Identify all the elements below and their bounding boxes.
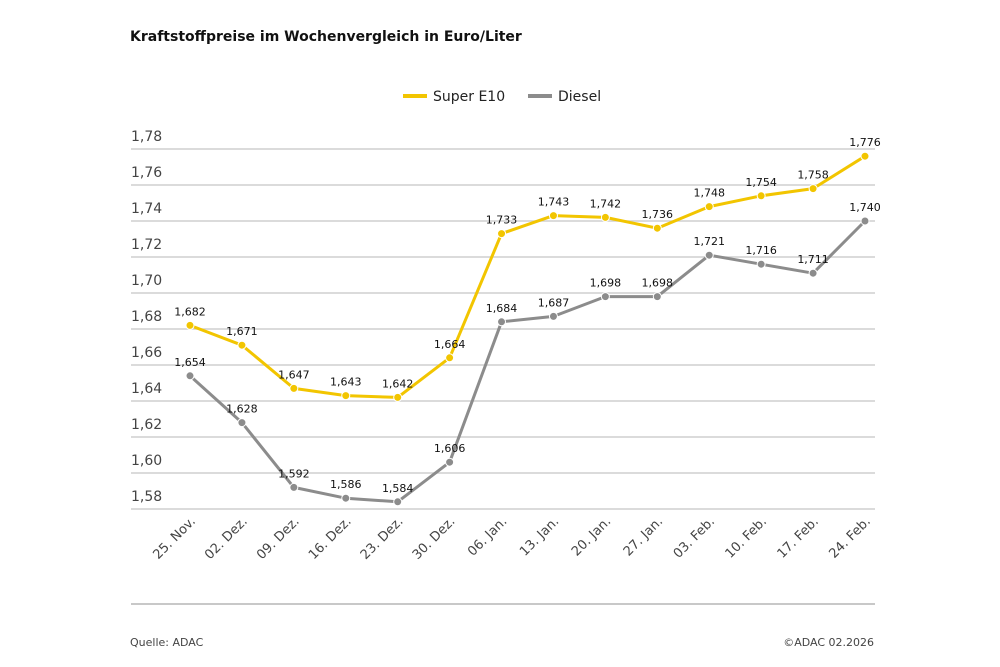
x-tick-label: 17. Feb. [775,514,822,561]
data-point [393,497,403,507]
data-label: 1,664 [434,338,466,351]
data-label: 1,776 [849,136,881,149]
x-tick-label: 27. Jan. [621,514,666,559]
x-tick-label: 30. Dez. [410,514,459,563]
legend-label: Diesel [558,89,601,105]
data-point [445,353,455,363]
data-point [860,216,870,226]
x-tick-label: 23. Dez. [358,514,407,563]
data-point [548,211,558,221]
data-point [497,229,507,239]
data-point [600,292,610,302]
data-label: 1,654 [174,356,206,369]
data-label: 1,642 [382,377,414,390]
data-label: 1,584 [382,482,414,495]
data-label: 1,606 [434,442,466,455]
data-label: 1,740 [849,201,881,214]
y-tick-label: 1,72 [131,237,162,253]
x-tick-label: 25. Nov. [151,514,199,562]
series-line-diesel [188,219,867,504]
x-tick-label: 20. Jan. [569,514,614,559]
data-label: 1,628 [226,403,258,416]
y-tick-label: 1,60 [131,453,162,469]
legend-label: Super E10 [433,89,505,105]
x-tick-label: 24. Feb. [826,514,873,561]
x-tick-label: 03. Feb. [671,514,718,561]
y-tick-label: 1,74 [131,201,162,217]
y-tick-label: 1,58 [131,489,162,505]
data-label: 1,586 [330,478,362,491]
data-label: 1,698 [642,277,674,290]
data-label: 1,736 [642,208,674,221]
y-tick-label: 1,68 [131,309,162,325]
data-point [600,212,610,222]
data-label: 1,733 [486,214,518,227]
data-point [341,391,351,401]
data-point [393,392,403,402]
data-point [289,482,299,492]
data-label: 1,671 [226,325,258,338]
data-label: 1,592 [278,467,310,480]
x-tick-label: 09. Dez. [254,514,303,563]
data-label: 1,647 [278,368,310,381]
data-point [497,317,507,327]
data-point [445,457,455,467]
data-label: 1,721 [693,235,725,248]
data-point [185,371,195,381]
x-tick-label: 10. Feb. [723,514,770,561]
source-note: Quelle: ADAC [130,636,204,649]
data-label: 1,684 [486,302,518,315]
data-label: 1,754 [745,176,777,189]
copyright-note: ©ADAC 02.2026 [783,636,874,649]
data-label: 1,643 [330,376,362,389]
data-point [237,340,247,350]
data-point [548,311,558,321]
data-point [808,268,818,278]
y-tick-label: 1,64 [131,381,162,397]
data-label: 1,698 [590,277,622,290]
data-label: 1,743 [538,196,570,209]
data-point [808,184,818,194]
data-point [652,223,662,233]
data-point [756,191,766,201]
data-point [185,320,195,330]
data-point [341,493,351,503]
y-tick-label: 1,66 [131,345,162,361]
data-label: 1,742 [590,197,622,210]
data-label: 1,748 [693,187,725,200]
data-label: 1,682 [174,305,206,318]
chart-title: Kraftstoffpreise im Wochenvergleich in E… [130,29,522,45]
data-label: 1,687 [538,296,570,309]
data-label: 1,711 [797,253,829,266]
data-label: 1,716 [745,244,777,257]
data-label: 1,758 [797,169,829,182]
series-line-super-e10 [189,154,866,399]
y-tick-label: 1,70 [131,273,162,289]
x-tick-label: 02. Dez. [202,514,251,563]
data-point [756,259,766,269]
x-tick-label: 13. Jan. [517,514,562,559]
y-tick-label: 1,78 [131,129,162,145]
data-point [704,202,714,212]
x-tick-label: 06. Jan. [465,514,510,559]
x-tick-label: 16. Dez. [306,514,355,563]
data-point [860,151,870,161]
y-tick-label: 1,76 [131,165,162,181]
data-point [652,292,662,302]
data-point [289,383,299,393]
y-tick-label: 1,62 [131,417,162,433]
data-point [704,250,714,260]
data-point [237,418,247,428]
